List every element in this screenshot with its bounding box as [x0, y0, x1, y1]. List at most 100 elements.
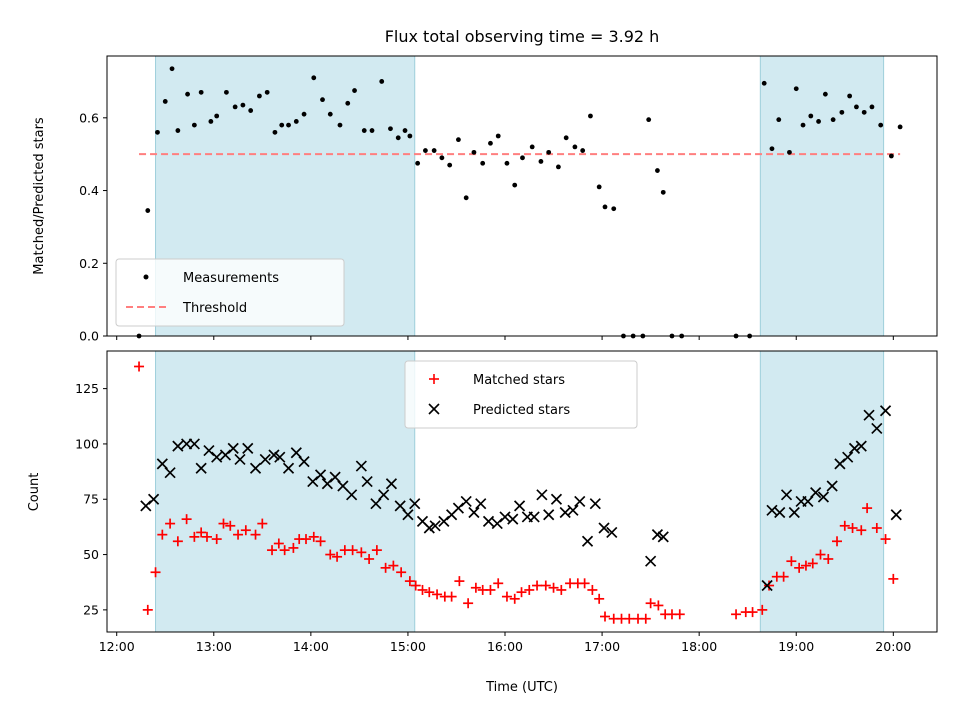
- matched-star-point: [218, 518, 229, 529]
- matched-star-point: [764, 580, 775, 591]
- matched-star-point: [747, 607, 758, 618]
- predicted-star-point: [378, 489, 390, 501]
- matched-star-point: [225, 520, 236, 531]
- bottom-legend-box: [404, 360, 638, 429]
- predicted-star-point: [475, 498, 487, 510]
- matched-star-point: [556, 584, 567, 595]
- measurement-point: [563, 135, 569, 141]
- chart-title: Flux total observing time = 3.92 h: [385, 27, 660, 46]
- measurement-point: [415, 160, 421, 166]
- bottom-shaded-region: [759, 350, 885, 633]
- measurement-point: [395, 135, 401, 141]
- matched-star-point: [364, 553, 375, 564]
- matched-star-point: [404, 576, 415, 587]
- measurement-point: [463, 195, 469, 201]
- predicted-star-point: [863, 409, 875, 421]
- predicted-star-point: [550, 493, 563, 505]
- matched-star-point: [250, 529, 261, 540]
- predicted-star-point: [657, 531, 669, 543]
- matched-star-point: [325, 549, 336, 560]
- x-tick-label: 20:00: [875, 639, 911, 654]
- predicted-star-point: [559, 506, 571, 519]
- predicted-star-point: [268, 449, 280, 461]
- measurement-point: [538, 159, 544, 164]
- x-axis-label: Time (UTC): [485, 680, 558, 695]
- top-legend-box: [115, 258, 345, 327]
- predicted-star-point: [460, 495, 472, 508]
- measurement-point: [185, 91, 190, 97]
- matched-star-point: [279, 545, 290, 556]
- predicted-star-point: [879, 405, 892, 417]
- measurement-point: [361, 128, 367, 133]
- x-tick-label: 14:00: [293, 639, 329, 654]
- predicted-star-point: [429, 520, 441, 532]
- matched-star-point: [778, 571, 789, 582]
- bottom-y-tick-label: 75: [83, 492, 99, 507]
- matched-star-point: [308, 531, 319, 542]
- matched-star-point: [347, 545, 358, 556]
- predicted-star-point: [298, 456, 310, 468]
- predicted-star-point: [227, 442, 239, 454]
- measurement-point: [854, 104, 859, 110]
- matched-star-point: [454, 576, 465, 587]
- matched-star-point: [579, 578, 590, 589]
- measurement-point: [423, 148, 428, 153]
- matched-star-point: [794, 562, 805, 573]
- matched-star-point: [587, 584, 598, 595]
- measurement-point: [761, 80, 767, 86]
- top-y-tick-label: 0.6: [79, 110, 99, 125]
- measurement-point: [471, 149, 477, 155]
- matched-star-point: [548, 582, 559, 593]
- predicted-star-point: [817, 491, 830, 503]
- predicted-star-point: [536, 489, 548, 501]
- matched-star-point: [786, 556, 797, 567]
- measurement-point: [279, 122, 285, 128]
- count-panel: 12:00 13:00 14:00 15:00 16:00 17:00 18:00 19:00…: [27, 350, 938, 695]
- measurement-point: [232, 104, 238, 110]
- predicted-star-point: [788, 506, 800, 519]
- matched-star-point: [653, 600, 664, 611]
- measurement-point: [556, 164, 561, 170]
- measurement-point: [320, 97, 325, 103]
- legend-predicted-marker: [428, 403, 440, 415]
- measurement-point: [776, 117, 782, 123]
- measurement-point: [447, 162, 453, 168]
- matched-star-point: [233, 529, 244, 540]
- measurement-point: [240, 102, 246, 108]
- measurement-point: [588, 113, 593, 119]
- predicted-star-point: [581, 535, 594, 547]
- x-tick-label: 16:00: [487, 639, 523, 654]
- top-legend: Measurements Threshold: [115, 258, 345, 327]
- predicted-star-point: [337, 480, 349, 492]
- measurement-point: [816, 119, 821, 124]
- predicted-star-point: [211, 451, 223, 463]
- matched-star-point: [807, 558, 818, 569]
- measurement-point: [793, 86, 799, 92]
- matched-star-point: [532, 580, 543, 591]
- measurement-point: [439, 155, 445, 161]
- x-tick-label: 13:00: [196, 639, 232, 654]
- predicted-star-point: [810, 487, 822, 499]
- matched-star-point: [645, 598, 656, 609]
- legend-matched-label: Matched stars: [473, 373, 565, 388]
- matched-star-point: [332, 551, 343, 562]
- predicted-star-point: [574, 495, 586, 508]
- predicted-star-point: [499, 511, 511, 523]
- predicted-star-point: [402, 509, 414, 521]
- matched-star-point: [288, 542, 299, 553]
- predicted-star-point: [528, 511, 540, 523]
- matched-star-point: [257, 518, 268, 529]
- predicted-star-point: [147, 493, 160, 505]
- matched-star-point: [888, 573, 899, 584]
- predicted-star-point: [761, 579, 773, 592]
- matched-star-point: [839, 520, 850, 531]
- measurement-point: [155, 129, 160, 135]
- matched-star-point: [142, 604, 153, 615]
- matched-star-point: [410, 580, 421, 591]
- predicted-star-point: [361, 475, 373, 488]
- predicted-star-point: [598, 522, 610, 534]
- matched-star-point: [267, 545, 278, 556]
- legend-threshold-label: Threshold: [182, 301, 247, 316]
- measurement-point: [337, 122, 343, 128]
